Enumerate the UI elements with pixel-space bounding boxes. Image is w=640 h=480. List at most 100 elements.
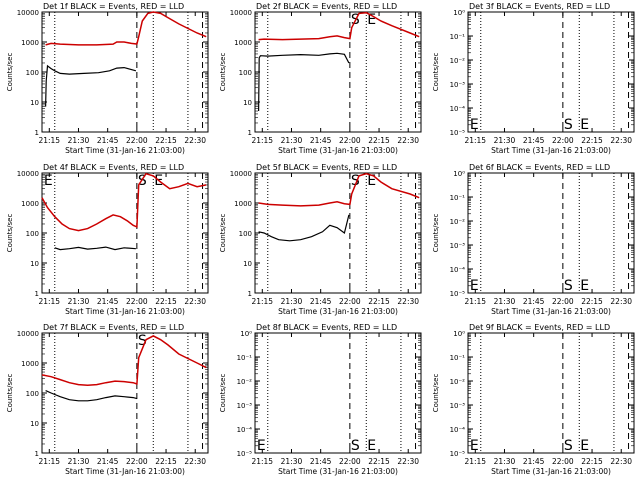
events-series-line — [45, 64, 137, 107]
lld-series-line — [41, 335, 207, 387]
detector-panel-5: Det 5f BLACK = Events, RED = LLD 1 10 100 10… — [219, 163, 422, 316]
detector-panel-8: Det 8f BLACK = Events, RED = LLD 10⁻⁵ 10⁻⁴… — [219, 323, 422, 476]
panel-title: Det 9f BLACK = Events, RED = LLD — [469, 323, 610, 332]
x-tick-label: 21:30 — [281, 297, 303, 306]
marker-letter: E — [470, 278, 479, 294]
y-axis-label: Counts/sec — [6, 53, 14, 92]
x-axis-label: Start Time (31-Jan-16 21:03:00) — [278, 146, 398, 155]
detector-panel-7: Det 7f BLACK = Events, RED = LLD 1 10 100 10… — [6, 323, 209, 476]
y-tick-label: 1 — [248, 129, 252, 137]
panel-title: Det 5f BLACK = Events, RED = LLD — [256, 163, 397, 172]
marker-letter: S — [138, 173, 147, 189]
y-tick-label: 10⁻² — [237, 378, 253, 386]
y-tick-label: 10⁻⁴ — [450, 266, 466, 274]
x-axis-label: Start Time (31-Jan-16 21:03:00) — [65, 146, 185, 155]
marker-letter: E — [470, 438, 479, 454]
x-tick-label: 22:00 — [552, 457, 574, 466]
x-tick-label: 21:45 — [310, 136, 332, 145]
x-axis-label: Start Time (31-Jan-16 21:03:00) — [491, 307, 611, 316]
marker-letter: E — [44, 173, 53, 189]
y-tick-label: 10000 — [17, 9, 39, 17]
y-tick-label: 10⁻³ — [450, 242, 466, 250]
y-tick-label: 10 — [243, 99, 252, 107]
x-tick-label: 22:30 — [610, 297, 632, 306]
x-tick-label: 22:15 — [581, 297, 603, 306]
marker-letter: E — [367, 12, 376, 28]
x-axis-label: Start Time (31-Jan-16 21:03:00) — [65, 467, 185, 476]
y-tick-label: 100 — [26, 69, 39, 77]
marker-letter: E — [470, 117, 479, 133]
x-tick-label: 22:15 — [368, 136, 390, 145]
y-axis-label: Counts/sec — [432, 374, 440, 413]
lld-series-line — [258, 172, 420, 207]
y-tick-label: 100 — [239, 230, 252, 238]
x-axis-label: Start Time (31-Jan-16 21:03:00) — [65, 307, 185, 316]
x-tick-label: 22:30 — [610, 136, 632, 145]
lld-series-line — [41, 172, 207, 232]
x-tick-label: 22:00 — [339, 136, 361, 145]
x-tick-label: 22:00 — [126, 457, 148, 466]
y-tick-label: 10⁻⁵ — [450, 290, 466, 298]
marker-letter: E — [367, 173, 376, 189]
x-tick-label: 21:45 — [310, 457, 332, 466]
x-tick-label: 21:45 — [310, 297, 332, 306]
y-tick-label: 10⁻² — [450, 218, 466, 226]
x-tick-label: 21:15 — [251, 136, 273, 145]
panel-title: Det 7f BLACK = Events, RED = LLD — [43, 323, 184, 332]
x-tick-label: 22:30 — [397, 136, 419, 145]
y-axis-label: Counts/sec — [6, 214, 14, 253]
y-tick-label: 1000 — [21, 360, 39, 368]
y-tick-label: 10 — [243, 260, 252, 268]
x-tick-label: 22:00 — [126, 297, 148, 306]
marker-letter: S — [351, 438, 360, 454]
detector-panel-6: Det 6f BLACK = Events, RED = LLD 10⁻⁵ 10⁻⁴… — [432, 163, 635, 316]
x-tick-label: 22:00 — [126, 136, 148, 145]
y-tick-label: 1000 — [21, 39, 39, 47]
panel-title: Det 1f BLACK = Events, RED = LLD — [43, 2, 184, 11]
panel-title: Det 8f BLACK = Events, RED = LLD — [256, 323, 397, 332]
y-tick-label: 1 — [35, 290, 39, 298]
marker-letter: E — [367, 438, 376, 454]
panel-title: Det 2f BLACK = Events, RED = LLD — [256, 2, 397, 11]
x-tick-label: 22:15 — [155, 297, 177, 306]
y-axis-label: Counts/sec — [219, 53, 227, 92]
plot-frame — [254, 11, 422, 133]
detector-panel-3: Det 3f BLACK = Events, RED = LLD 10⁻⁵ 10⁻⁴… — [432, 2, 635, 155]
y-tick-label: 10 — [30, 260, 39, 268]
x-axis-label: Start Time (31-Jan-16 21:03:00) — [491, 146, 611, 155]
x-tick-label: 21:45 — [523, 457, 545, 466]
x-tick-label: 21:15 — [251, 297, 273, 306]
y-tick-label: 100 — [26, 390, 39, 398]
y-tick-label: 10⁻¹ — [450, 194, 466, 202]
detector-panel-4: Det 4f BLACK = Events, RED = LLD 1 10 100 10… — [6, 163, 209, 316]
x-tick-label: 22:00 — [552, 297, 574, 306]
y-tick-label: 10000 — [230, 170, 252, 178]
detector-panel-9: Det 9f BLACK = Events, RED = LLD 10⁻⁵ 10⁻⁴… — [432, 323, 635, 476]
y-axis-label: Counts/sec — [6, 374, 14, 413]
x-tick-label: 22:15 — [155, 457, 177, 466]
x-tick-label: 22:15 — [155, 136, 177, 145]
detector-panel-1: Det 1f BLACK = Events, RED = LLD 1 10 100 10… — [6, 2, 209, 155]
y-tick-label: 10⁻⁴ — [237, 426, 253, 434]
marker-letter: E — [257, 438, 266, 454]
y-tick-label: 100 — [26, 230, 39, 238]
plot-frame — [467, 332, 635, 454]
x-tick-label: 22:15 — [581, 457, 603, 466]
x-tick-label: 22:30 — [610, 457, 632, 466]
x-tick-label: 21:30 — [494, 136, 516, 145]
x-tick-label: 22:30 — [184, 457, 206, 466]
x-tick-label: 21:30 — [494, 297, 516, 306]
y-tick-label: 1 — [248, 290, 252, 298]
y-tick-label: 10⁻⁵ — [450, 450, 466, 458]
y-axis-label: Counts/sec — [432, 53, 440, 92]
y-tick-label: 10⁻⁵ — [237, 450, 253, 458]
x-tick-label: 22:30 — [184, 297, 206, 306]
plot-frame — [254, 172, 422, 294]
lld-series-line — [45, 11, 207, 46]
y-tick-label: 100 — [239, 69, 252, 77]
plot-frame — [467, 11, 635, 133]
x-tick-label: 21:30 — [494, 457, 516, 466]
x-tick-label: 21:15 — [464, 297, 486, 306]
y-tick-label: 10 — [30, 99, 39, 107]
x-tick-label: 22:30 — [397, 297, 419, 306]
